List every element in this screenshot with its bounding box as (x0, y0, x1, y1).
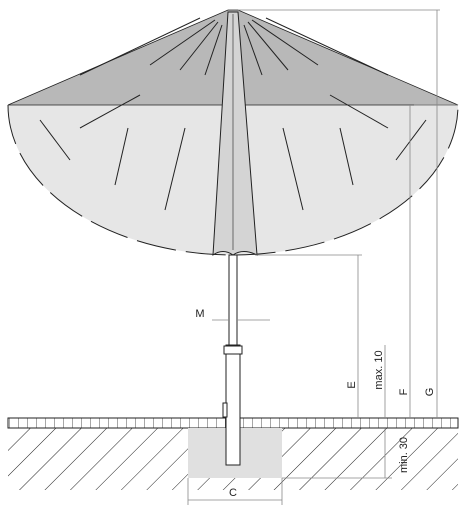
dim-label: min. 30 (398, 437, 410, 473)
dim-label: max. 10 (373, 350, 385, 389)
dimension-lines (187, 9, 458, 505)
canopy-ribs (39, 17, 427, 211)
dim-label: F (398, 388, 410, 395)
pole-upper (228, 254, 238, 346)
dim-label: M (195, 308, 204, 320)
pole-joint (223, 345, 243, 355)
dim-label: E (346, 381, 358, 388)
pole-clamp (222, 402, 228, 418)
dim-label: G (424, 388, 436, 397)
canopy-edge (7, 104, 459, 256)
pole-lower (225, 344, 241, 466)
dim-label: C (229, 487, 237, 499)
